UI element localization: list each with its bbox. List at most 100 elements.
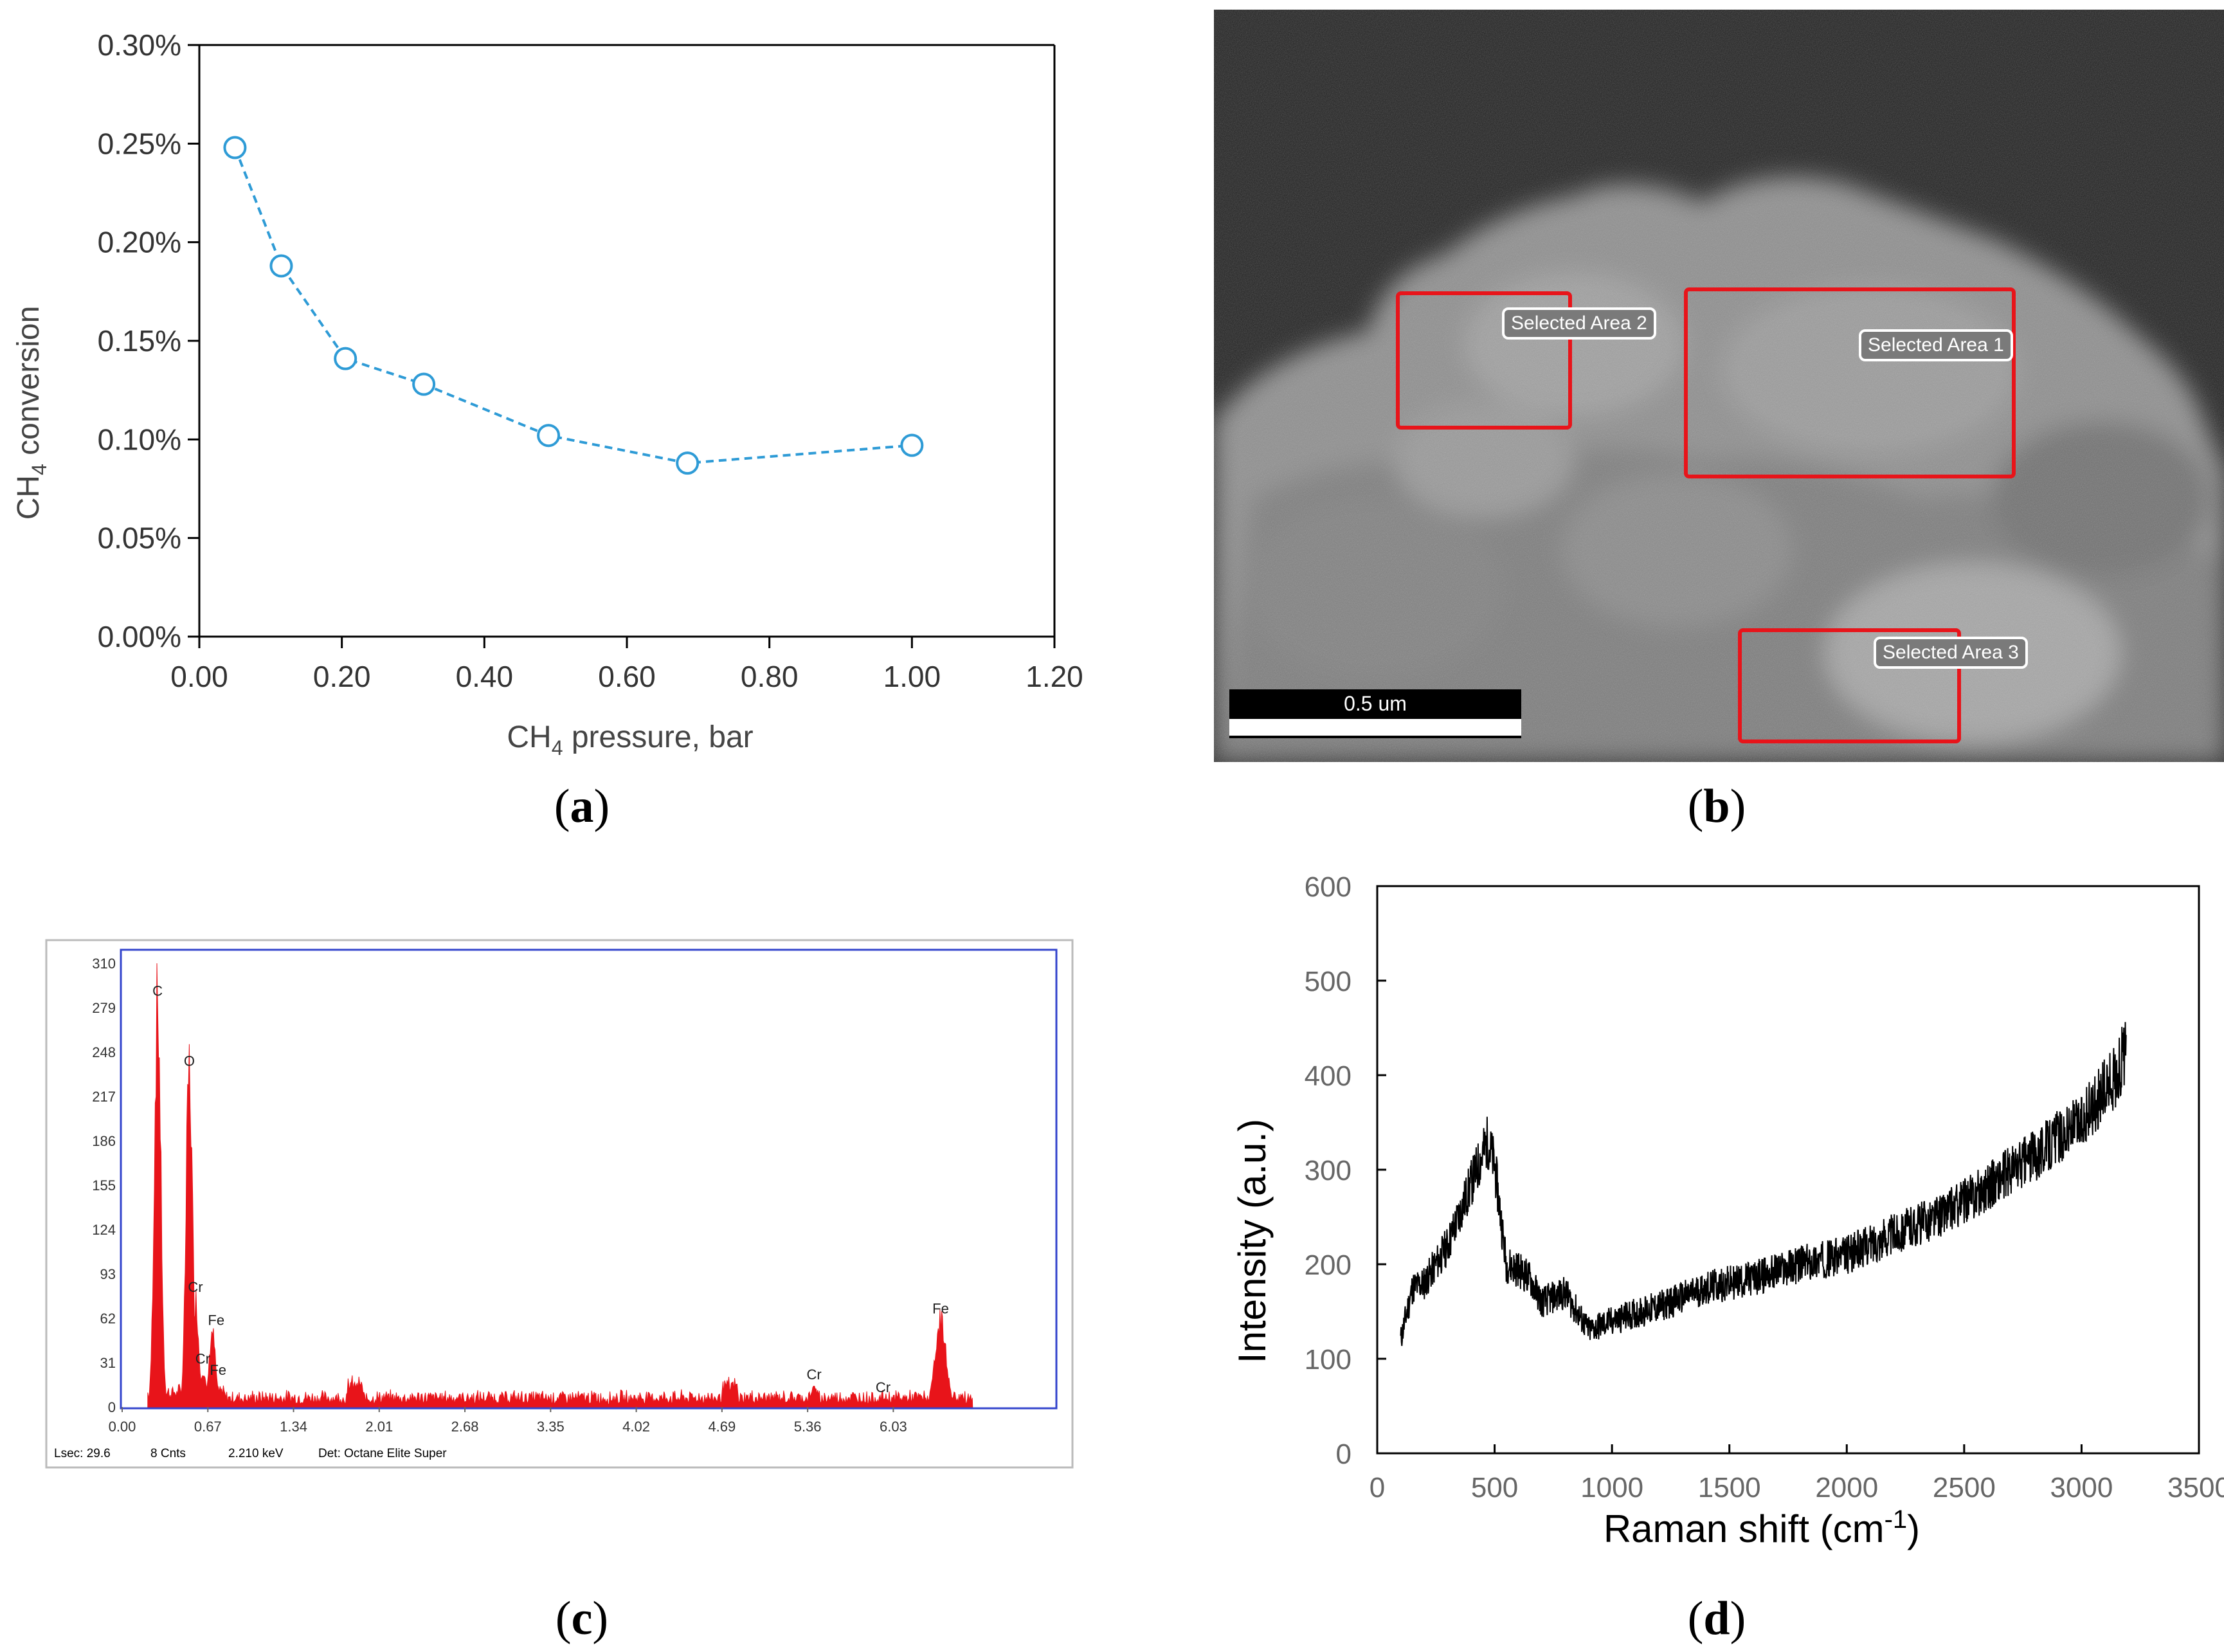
eds-spectrum-fill	[147, 963, 973, 1408]
eds-y-tick-label: 248	[92, 1044, 116, 1060]
chart-a-series-line	[233, 147, 912, 465]
chart-a-x-tick-label: 0.20	[313, 660, 371, 693]
chart-d-x-tick-label: 3500	[2167, 1472, 2224, 1503]
chart-a-x-tick-label: 1.00	[883, 660, 941, 693]
chart-a-y-tick-label: 0.10%	[98, 422, 181, 456]
selected-area-2-label: Selected Area 2	[1502, 307, 1656, 340]
eds-peak-label: O	[184, 1053, 195, 1069]
eds-y-tick-label: 31	[100, 1355, 116, 1371]
chart-d-x-tick-label: 0	[1370, 1472, 1385, 1503]
eds-x-tick-label: 2.01	[365, 1419, 393, 1435]
eds-y-tick-label: 124	[92, 1222, 116, 1238]
chart-d-y-tick-label: 400	[1305, 1060, 1352, 1092]
eds-x-tick-label: 4.69	[708, 1419, 736, 1435]
chart-d-x-tick-label: 2000	[1815, 1472, 1878, 1503]
chart-d-ylabel: Intensity (a.u.)	[1231, 1119, 1274, 1363]
chart-a-x-tick-label: 0.00	[170, 660, 228, 693]
eds-kev: 2.210 keV	[228, 1447, 284, 1460]
eds-y-tick-label: 93	[100, 1266, 116, 1282]
chart-d-y-tick-label: 500	[1305, 966, 1352, 997]
selected-area-3-label: Selected Area 3	[1874, 637, 2028, 669]
eds-peak-label: Cr	[188, 1279, 203, 1295]
chart-a-point	[269, 254, 293, 278]
eds-peak-label: Cr	[806, 1366, 821, 1383]
chart-a-point	[900, 433, 924, 457]
chart-a-x-tick-label: 0.60	[598, 660, 656, 693]
eds-peak-label: Fe	[208, 1312, 224, 1328]
eds-x-tick-label: 4.02	[622, 1419, 650, 1435]
selected-area-3-box	[1738, 628, 1961, 743]
chart-d-axes	[1376, 885, 2200, 1455]
eds-x-ticks: 0.00 0.67 1.34 2.01 2.68 3.35 4.02 4.69 5.36 6.03	[109, 1407, 907, 1435]
selected-area-2-box	[1396, 291, 1572, 430]
chart-a: 0.00% 0.05% 0.10% 0.15% 0.20% 0.25% 0.30% 0.00…	[12, 28, 1083, 759]
eds-y-tick-label: 0	[108, 1399, 116, 1415]
eds-lsec: Lsec: 29.6	[54, 1447, 111, 1460]
eds-peak-label: Fe	[210, 1362, 226, 1378]
eds-y-tick-label: 217	[92, 1089, 116, 1105]
eds-spectrum	[147, 963, 973, 1408]
chart-d-x-tick-label: 500	[1471, 1472, 1518, 1503]
chart-a-x-tick-label: 0.40	[456, 660, 514, 693]
chart-a-y-tick-label: 0.15%	[98, 324, 181, 358]
selected-area-1-label: Selected Area 1	[1859, 329, 2013, 361]
sem-texture	[1214, 10, 2224, 762]
chart-a-x-ticks: 0.00 0.20 0.40 0.60 0.80 1.00 1.20	[170, 637, 1083, 693]
scale-bar-label: 0.5 um	[1344, 692, 1407, 715]
chart-a-point	[676, 451, 700, 475]
caption-b: (b)	[1687, 780, 1746, 833]
chart-a-x-tick-label: 0.80	[741, 660, 799, 693]
eds-x-tick-label: 0.67	[194, 1419, 222, 1435]
eds-x-tick-label: 3.35	[537, 1419, 565, 1435]
eds-x-tick-label: 0.00	[109, 1419, 136, 1435]
chart-a-series	[223, 136, 924, 475]
chart-a-y-tick-label: 0.05%	[98, 522, 181, 555]
eds-peak-label: Cr	[195, 1350, 210, 1366]
chart-d: 0 100 200 300 400 500 600 0 500 1000 1500 2000 2500…	[1231, 871, 2224, 1550]
eds-y-tick-label: 279	[92, 1000, 116, 1016]
chart-a-y-tick-label: 0.20%	[98, 226, 181, 259]
chart-a-point	[334, 347, 357, 370]
chart-a-x-tick-label: 1.20	[1026, 660, 1083, 693]
eds-x-tick-label: 5.36	[794, 1419, 822, 1435]
chart-a-y-tick-label: 0.25%	[98, 127, 181, 160]
chart-d-series	[1400, 1022, 2127, 1347]
eds-x-tick-label: 2.68	[451, 1419, 479, 1435]
chart-d-x-ticks: 0 500 1000 1500 2000 2500 3000 3500	[1370, 1444, 2224, 1503]
eds-y-tick-label: 155	[92, 1177, 116, 1194]
eds-det: Det: Octane Elite Super	[318, 1447, 447, 1460]
chart-a-y-tick-label: 0.30%	[98, 28, 181, 62]
scale-bar-line	[1229, 719, 1521, 736]
chart-d-x-tick-label: 3000	[2050, 1472, 2113, 1503]
eds-cnts: 8 Cnts	[150, 1447, 186, 1460]
chart-d-y-tick-label: 600	[1305, 871, 1352, 903]
eds-x-tick-label: 6.03	[880, 1419, 907, 1435]
chart-a-xlabel: CH4 pressure, bar	[507, 720, 753, 759]
chart-d-y-tick-label: 100	[1305, 1344, 1352, 1375]
caption-a: (a)	[554, 780, 610, 833]
selected-area-1-box	[1684, 287, 2016, 478]
eds-peak-label: Cr	[876, 1379, 891, 1395]
chart-a-point	[223, 136, 247, 159]
chart-a-axes	[198, 44, 1056, 638]
chart-a-ylabel: CH4 conversion	[12, 306, 51, 520]
chart-d-y-tick-label: 200	[1305, 1249, 1352, 1281]
chart-d-x-tick-label: 2500	[1933, 1472, 1996, 1503]
eds-y-ticks: 0 31 62 93 124 155 186 217 248 279 310	[92, 956, 116, 1415]
eds-y-tick-label: 62	[100, 1311, 116, 1327]
sem-image: Selected Area 2 Selected Area 1 Selected…	[1214, 10, 2224, 762]
eds-plot-frame	[120, 949, 1058, 1410]
caption-d: (d)	[1687, 1592, 1746, 1645]
chart-d-frame	[1376, 885, 2200, 1455]
eds-y-tick-label: 310	[92, 956, 116, 972]
eds-peak-label: Fe	[932, 1300, 949, 1316]
caption-c: (c)	[555, 1592, 609, 1645]
chart-d-xlabel: Raman shift (cm-1)	[1604, 1505, 1920, 1550]
chart-c: 0 31 62 93 124 155 186 217 248 279 310 0.00 0.67 1.3…	[45, 939, 1074, 1469]
eds-x-tick-label: 1.34	[280, 1419, 307, 1435]
eds-y-tick-label: 186	[92, 1133, 116, 1149]
chart-d-y-tick-label: 0	[1336, 1439, 1352, 1470]
chart-a-point	[412, 372, 436, 396]
chart-a-point	[537, 424, 561, 448]
